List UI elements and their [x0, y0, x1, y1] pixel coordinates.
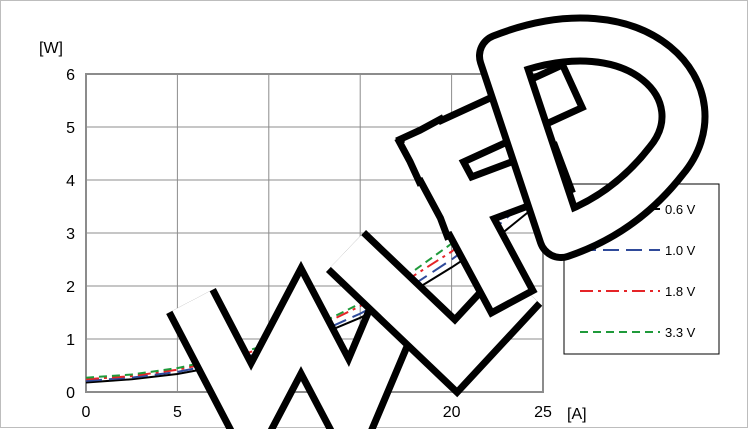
- y-tick-label: 3: [66, 226, 75, 243]
- legend-label: 3.3 V: [665, 325, 696, 340]
- watermark: [166, 14, 709, 434]
- x-tick-label: 20: [443, 404, 461, 421]
- x-tick-label: 0: [82, 404, 91, 421]
- y-axis-label: [W]: [39, 40, 63, 57]
- y-tick-label: 2: [66, 279, 75, 296]
- x-axis-label: [A]: [567, 406, 587, 423]
- y-tick-label: 4: [66, 173, 75, 190]
- legend-label: 0.6 V: [665, 202, 696, 217]
- watermark-letter-d-fill: [483, 21, 702, 254]
- legend-label: 1.8 V: [665, 284, 696, 299]
- y-tick-label: 6: [66, 67, 75, 84]
- y-tick-label: 1: [66, 332, 75, 349]
- y-tick-label: 0: [66, 385, 75, 402]
- legend-label: 1.0 V: [665, 243, 696, 258]
- x-tick-label: 5: [173, 404, 182, 421]
- x-tick-label: 25: [534, 404, 552, 421]
- y-tick-label: 5: [66, 120, 75, 137]
- watermark-letter-w-fill: [172, 275, 426, 434]
